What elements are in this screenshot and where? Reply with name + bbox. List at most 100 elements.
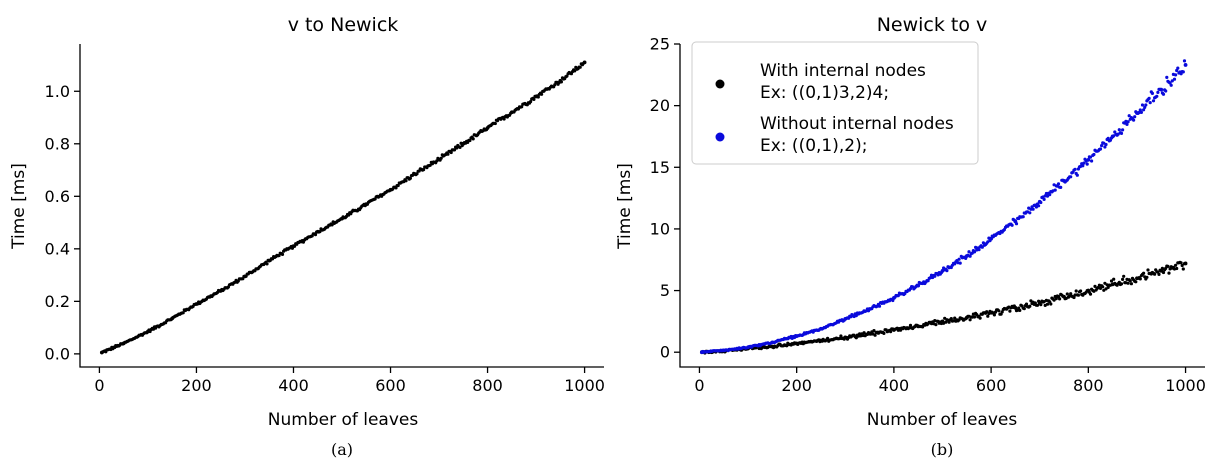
chart-b-series-1-dot xyxy=(1132,118,1136,122)
legend-label-with-internal: With internal nodes xyxy=(760,61,926,81)
chart-b-series-1-dot xyxy=(981,241,986,245)
chart-b-series-1-dot xyxy=(1088,155,1093,159)
chart-b-series-1-dot xyxy=(1142,108,1146,112)
chart-b-series-1-dot xyxy=(1127,114,1131,118)
chart-a-xtick-label: 600 xyxy=(375,376,406,395)
chart-a-caption: (a) xyxy=(331,440,353,459)
chart-b-xtick-label: 1000 xyxy=(1165,376,1206,395)
chart-b-series-0-dot xyxy=(1153,272,1157,276)
chart-b-series-0-dot xyxy=(1180,263,1184,268)
chart-b-series-1-dot xyxy=(1169,83,1173,87)
chart-a-xtick-label: 1000 xyxy=(564,376,605,395)
chart-a-ytick-label: 0.2 xyxy=(45,292,70,311)
chart-b-ytick-label: 0 xyxy=(660,343,670,362)
chart-b-series-1-dot xyxy=(896,294,900,298)
chart-a-series-0-dot xyxy=(452,148,457,152)
chart-b-series-0-dot xyxy=(1072,295,1076,300)
chart-b-caption: (b) xyxy=(931,440,954,459)
chart-b-series-0-dot xyxy=(1134,280,1138,284)
chart-b-series-1-dot xyxy=(877,304,882,308)
chart-b-series-1-dot xyxy=(1112,134,1116,138)
chart-b-series-1-dot xyxy=(1100,144,1104,148)
chart-b-series-1-point xyxy=(989,236,994,241)
chart-b-series-1-dot xyxy=(967,250,971,254)
chart-b-series-1-dot xyxy=(1028,211,1032,215)
chart-b-series-1-dot xyxy=(933,274,937,278)
chart-b-series-1-dot xyxy=(1155,94,1159,98)
chart-a-ytick-label: 0.6 xyxy=(45,187,70,206)
chart-a-series-0-dot xyxy=(536,95,540,99)
chart-b-series-0-dot xyxy=(997,309,1001,313)
chart-b-series-0-dot xyxy=(1018,308,1022,312)
chart-b-series-0-dot xyxy=(882,331,886,335)
chart-b-series-0-dot xyxy=(953,316,957,320)
chart-a-series-0-dot xyxy=(396,183,400,188)
chart-b-series-0-dot xyxy=(1035,303,1040,307)
chart-b-series-1-dot xyxy=(1161,92,1166,96)
chart-b-series-0-dot xyxy=(1175,266,1179,271)
chart-b-series-1-dot xyxy=(1039,200,1043,205)
chart-a-ytick-label: 1.0 xyxy=(45,82,70,101)
chart-b-series-1-dot xyxy=(1138,108,1142,112)
chart-b-series-1-dot xyxy=(1143,105,1147,109)
chart-b-series-0-dot xyxy=(1112,277,1116,281)
chart-a: v to Newick 0 200 400 600 800 1000 0.0 0.2 0.4 0.… xyxy=(9,14,605,459)
chart-b-series-1-point xyxy=(1086,157,1091,162)
chart-b-series-0-dot xyxy=(1049,302,1053,306)
chart-b-series-0-dot xyxy=(1121,277,1125,281)
chart-b-series-0-dot xyxy=(1065,292,1069,296)
chart-b-series-1-dot xyxy=(1075,173,1079,177)
chart-b-series-0-dot xyxy=(1101,285,1105,289)
chart-b-series-0-dot xyxy=(873,333,877,337)
chart-b-legend: With internal nodes Ex: ((0,1)3,2)4; Wit… xyxy=(691,41,979,165)
chart-b-series-0-dot xyxy=(1098,286,1103,290)
chart-b-series-0-dot xyxy=(972,315,977,319)
chart-b-ylabel: Time [ms] xyxy=(615,163,635,250)
chart-b-series-1-dot xyxy=(980,245,984,249)
chart-a-series-0-dot xyxy=(502,117,506,121)
chart-b-series-1-dot xyxy=(1181,70,1185,74)
chart-a-xtick-label: 200 xyxy=(181,376,212,395)
chart-a-series-0-dot xyxy=(565,74,569,78)
chart-b-series-0-dot xyxy=(992,313,997,317)
chart-b-series-1-dot xyxy=(1098,147,1103,151)
chart-b-series-1-dot xyxy=(1126,120,1130,124)
chart-b-series-0-dot xyxy=(949,317,953,321)
chart-b-series-0-dot xyxy=(1028,304,1032,308)
chart-a-series-0-dot xyxy=(318,230,322,234)
chart-b-series-0-dot xyxy=(1145,275,1149,279)
chart-a-series-0-dot xyxy=(408,176,412,180)
chart-b-series-1-dot xyxy=(1014,222,1019,226)
chart-b-series-1-dot xyxy=(1081,164,1085,168)
chart-b-series-1-dot xyxy=(1175,68,1179,73)
chart-b-series-1-point xyxy=(916,283,921,288)
chart-b-series-1-dot xyxy=(977,248,981,252)
chart-a-series-0-dot xyxy=(493,121,497,126)
chart-a-ylabel: Time [ms] xyxy=(9,163,29,250)
chart-b-series-1-dot xyxy=(1103,145,1107,149)
chart-b-series-1-dot xyxy=(1090,159,1094,163)
chart-b-series-0-dot xyxy=(889,330,893,334)
chart-a-ytick-label: 0.8 xyxy=(45,134,70,153)
chart-a-series-0-dot xyxy=(578,65,582,69)
chart-a-points xyxy=(99,60,587,355)
chart-b-series-0-dot xyxy=(1008,309,1012,313)
chart-b-series-1-dot xyxy=(1182,59,1187,63)
chart-b-series-0-dot xyxy=(1000,310,1004,314)
chart-b-series-0-dot xyxy=(1122,274,1126,278)
chart-a-series-0-dot xyxy=(181,311,185,315)
chart-a-ytick-label: 0.0 xyxy=(45,344,70,363)
chart-b-series-0-dot xyxy=(1093,284,1097,288)
chart-a-series-0-dot xyxy=(559,80,564,84)
chart-a-series-0-dot xyxy=(471,137,475,141)
chart-b-series-1-dot xyxy=(1174,73,1178,77)
chart-b-series-0-dot xyxy=(1109,279,1114,283)
chart-b-points xyxy=(699,59,1188,355)
chart-a-series-0-dot xyxy=(265,262,269,266)
chart-b-series-0-dot xyxy=(968,318,972,322)
chart-b-series-0-dot xyxy=(1161,270,1166,275)
chart-b-series-1-dot xyxy=(1037,204,1041,208)
chart-b-series-0-dot xyxy=(1074,289,1078,293)
chart-b-series-0-dot xyxy=(1088,292,1093,296)
